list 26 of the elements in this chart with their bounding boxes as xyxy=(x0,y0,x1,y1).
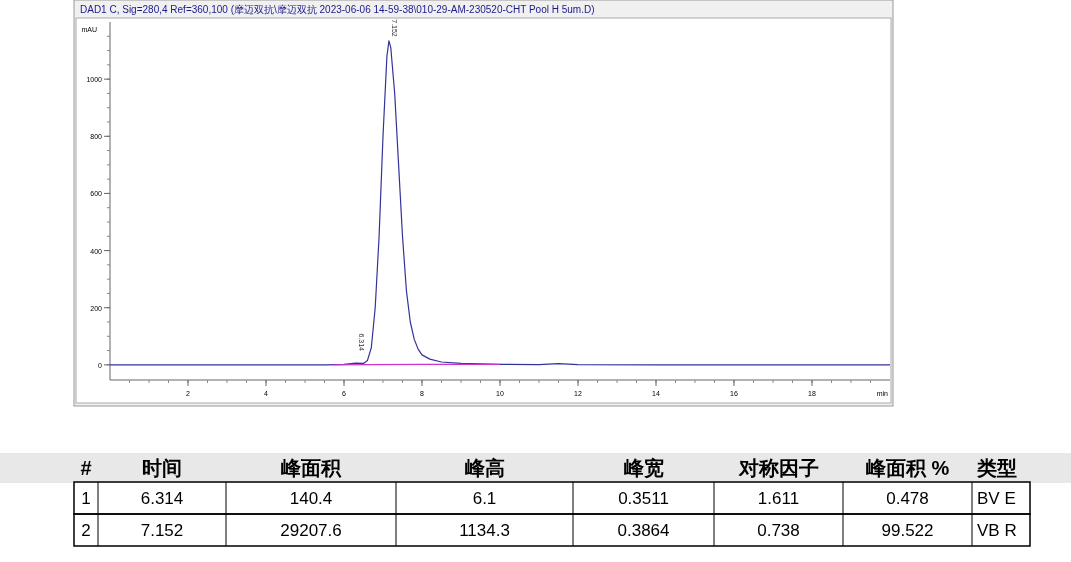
chart-title: DAD1 C, Sig=280,4 Ref=360,100 (摩迈双抗\摩迈双抗 2023-06-06 14-59-38\010-29-AM-230520-CHT Pool H 5um.D) xyxy=(80,4,595,15)
text: 峰面积 xyxy=(281,457,342,479)
text: 0.3511 xyxy=(618,489,669,508)
text: 1 xyxy=(81,489,91,508)
text: 时间 xyxy=(142,457,182,479)
text: 0.478 xyxy=(886,489,929,508)
text: 99.522 xyxy=(881,521,934,540)
text: 7.152 xyxy=(140,521,184,540)
text: 6.314 xyxy=(140,489,184,508)
text: 类型 xyxy=(976,457,1017,479)
text: # xyxy=(80,457,92,479)
text: 0.738 xyxy=(757,521,800,540)
text: 对称因子 xyxy=(737,457,819,479)
text: 140.4 xyxy=(289,489,333,508)
text: 峰宽 xyxy=(623,457,664,479)
text: 1.611 xyxy=(757,489,800,508)
text: 0.3864 xyxy=(617,521,670,540)
text: 峰面积 % xyxy=(865,457,950,479)
text: BV E xyxy=(977,489,1016,508)
text: VB R xyxy=(977,521,1017,540)
text: 1134.3 xyxy=(459,521,510,540)
text: 29207.6 xyxy=(280,521,342,540)
text: 峰高 xyxy=(464,457,505,479)
text: 6.1 xyxy=(472,489,497,508)
line-series xyxy=(109,40,891,366)
text: 2 xyxy=(81,521,91,540)
